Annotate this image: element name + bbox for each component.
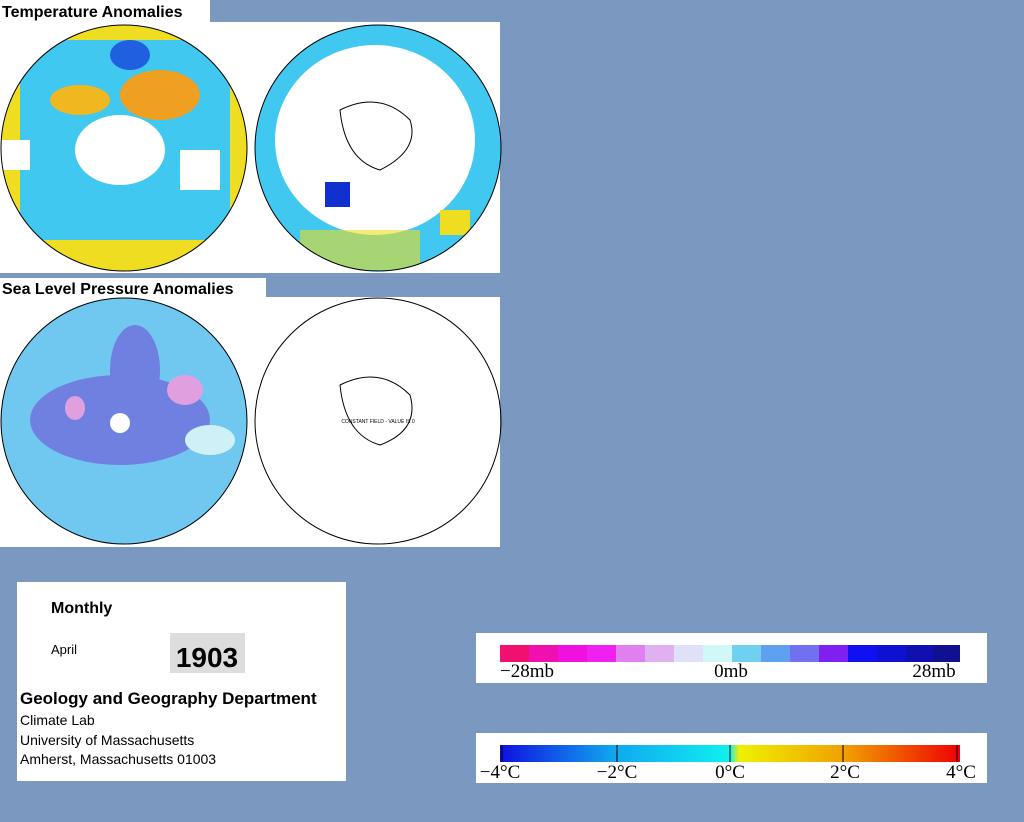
legend-label: 0mb <box>714 661 748 682</box>
legend-label: 0°C <box>715 762 745 783</box>
legend-label: 28mb <box>912 661 955 682</box>
map-outline <box>0 24 248 272</box>
info-line: Amherst, Massachusetts 01003 <box>20 751 216 767</box>
map-south <box>255 25 501 271</box>
legend-label: 4°C <box>946 762 976 783</box>
coastline <box>339 101 413 171</box>
title-box <box>0 278 266 297</box>
section-title: Temperature Anomalies <box>2 4 183 21</box>
info-line: University of Massachusetts <box>20 732 194 748</box>
scale-ticks <box>501 745 958 762</box>
color-scale <box>500 645 960 662</box>
period: Monthly <box>51 600 112 617</box>
map-note: CONSTANT FIELD - VALUE IS 0 <box>341 419 415 425</box>
info-box <box>17 582 346 781</box>
year: 1903 <box>176 642 238 673</box>
map-north <box>1 298 247 544</box>
department: Geology and Geography Department <box>20 689 317 708</box>
map-outline <box>254 24 502 272</box>
legend-label: −2°C <box>597 762 638 783</box>
map-outline <box>254 297 502 545</box>
legend-label: −4°C <box>480 762 521 783</box>
info-line: Climate Lab <box>20 712 95 728</box>
title-box <box>0 0 210 22</box>
coastline <box>339 376 413 446</box>
section-title: Sea Level Pressure Anomalies <box>2 281 234 298</box>
year-box <box>170 633 245 673</box>
map-north <box>1 25 247 271</box>
legend-label: −28mb <box>500 661 554 682</box>
month: April <box>51 642 77 657</box>
legend-label: 2°C <box>830 762 860 783</box>
map-outline <box>0 297 248 545</box>
